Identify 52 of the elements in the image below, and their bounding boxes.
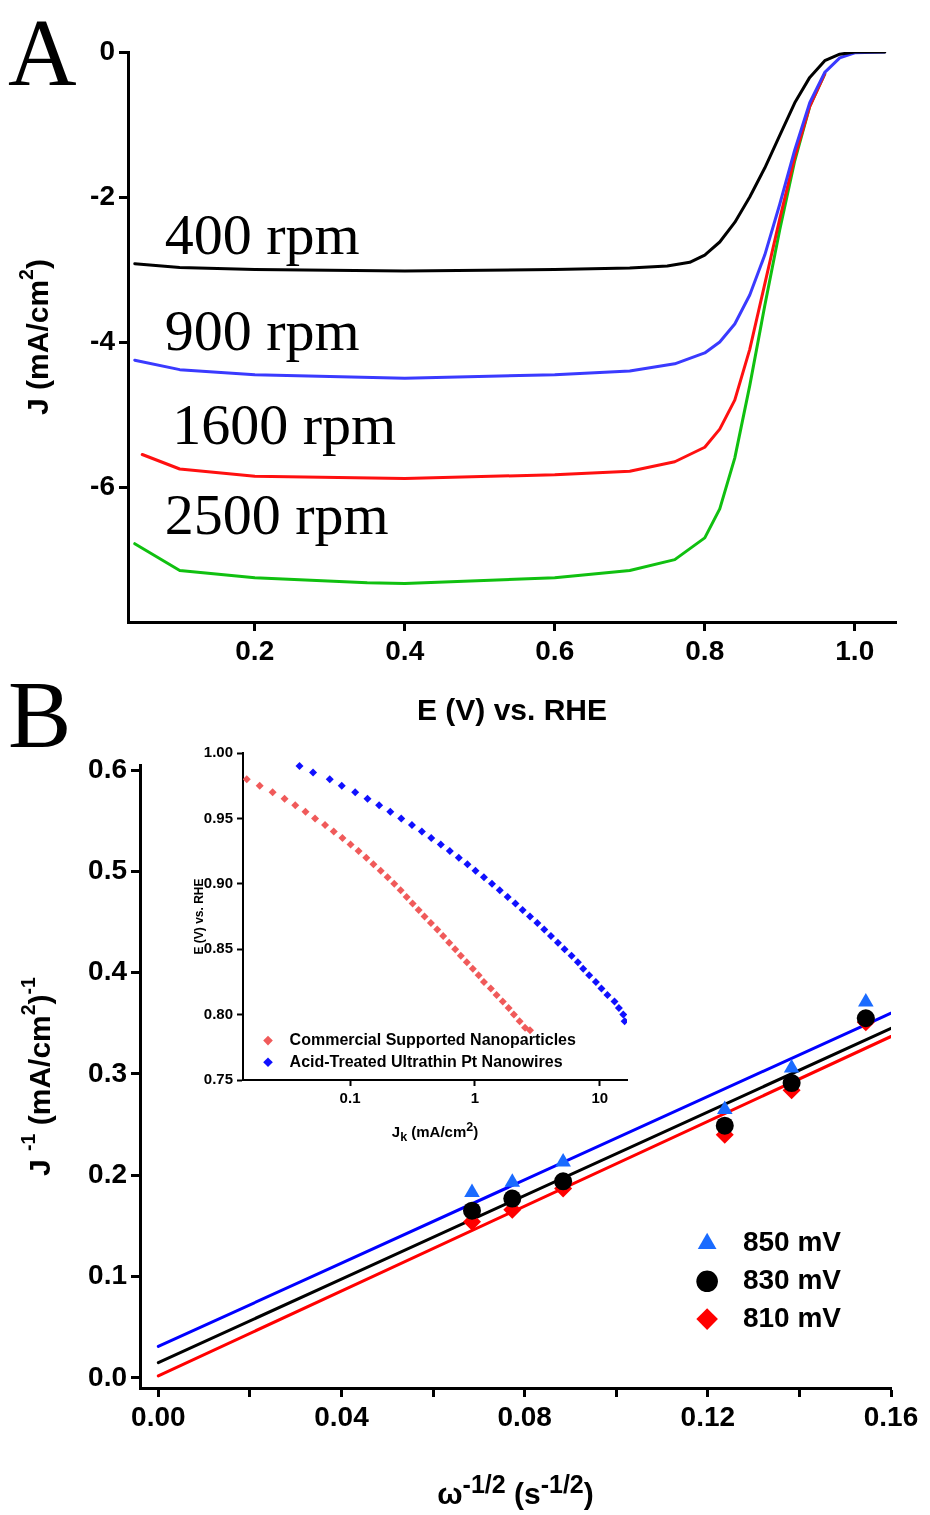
x-axis-title: E (V) vs. RHE xyxy=(416,693,608,726)
y-tick-label: -2 xyxy=(90,179,115,211)
y-tick-label: 0.3 xyxy=(88,1056,127,1088)
y-tick-label: 0 xyxy=(99,34,115,66)
x-tick-label: 0.8 xyxy=(685,634,725,666)
point xyxy=(503,1189,522,1208)
x-tick-label: 0.16 xyxy=(863,1400,919,1432)
series-label: 2500 rpm xyxy=(164,481,389,547)
series-label: 900 rpm xyxy=(164,298,360,364)
y-tick-label: 0.5 xyxy=(88,854,127,886)
y-axis-title: J -1 (mA/cm2)-1 xyxy=(17,976,57,1176)
y-tick-label: 0.95 xyxy=(203,808,233,826)
point xyxy=(715,1116,734,1135)
y-tick-label: -6 xyxy=(90,469,115,501)
x-tick-label: 0.6 xyxy=(535,634,575,666)
x-tick-label: 10 xyxy=(591,1089,609,1107)
y-tick-label: 0.75 xyxy=(203,1070,233,1088)
series-label: 1600 rpm xyxy=(172,392,397,458)
legend-label: 810 mV xyxy=(742,1301,842,1333)
x-tick-label: 0.4 xyxy=(385,634,425,666)
y-tick-label: 0.1 xyxy=(88,1259,127,1291)
legend-label: 830 mV xyxy=(742,1264,842,1296)
point xyxy=(554,1172,573,1191)
x-tick-label: 0.00 xyxy=(131,1400,186,1432)
point xyxy=(555,1153,571,1167)
chart-title: B xyxy=(8,662,72,768)
x-tick-label: 0.2 xyxy=(235,634,275,666)
x-tick-label: 0.12 xyxy=(680,1400,736,1432)
x-axis-title: J$_{k}$ (mA/cm$^{2}$) xyxy=(391,1119,479,1144)
y-tick-label: 0.80 xyxy=(203,1004,233,1022)
y-tick-label: 0.4 xyxy=(88,955,128,987)
y-axis-title: J (mA/cm2) xyxy=(15,259,55,415)
x-tick-label: 0.08 xyxy=(497,1400,552,1432)
x-tick-label: 1 xyxy=(470,1089,480,1107)
point xyxy=(782,1074,801,1093)
legend-label: 850 mV xyxy=(742,1226,842,1258)
y-tick-label: 0.2 xyxy=(88,1157,127,1189)
y-tick-label: 0.90 xyxy=(203,873,233,891)
point xyxy=(463,1201,481,1220)
y-tick-label: 0.6 xyxy=(88,752,127,784)
x-axis-title: ω$^{-1/2}$ (s$^{-1/2}$) xyxy=(437,1469,594,1510)
y-tick-label: 1.00 xyxy=(203,743,233,761)
point xyxy=(856,1009,875,1028)
x-tick-label: 0.04 xyxy=(314,1400,370,1432)
series-label: 400 rpm xyxy=(164,201,360,267)
y-tick-label: 0.0 xyxy=(88,1360,127,1392)
chart-title: A xyxy=(8,0,77,106)
legend-label: Commercial Supported Nanoparticles xyxy=(289,1031,576,1049)
x-tick-label: 1.0 xyxy=(835,634,875,666)
y-tick-label: -4 xyxy=(90,324,116,356)
x-tick-label: 0.1 xyxy=(339,1089,361,1107)
legend-label: Acid-Treated Ultrathin Pt Nanowires xyxy=(289,1052,563,1070)
